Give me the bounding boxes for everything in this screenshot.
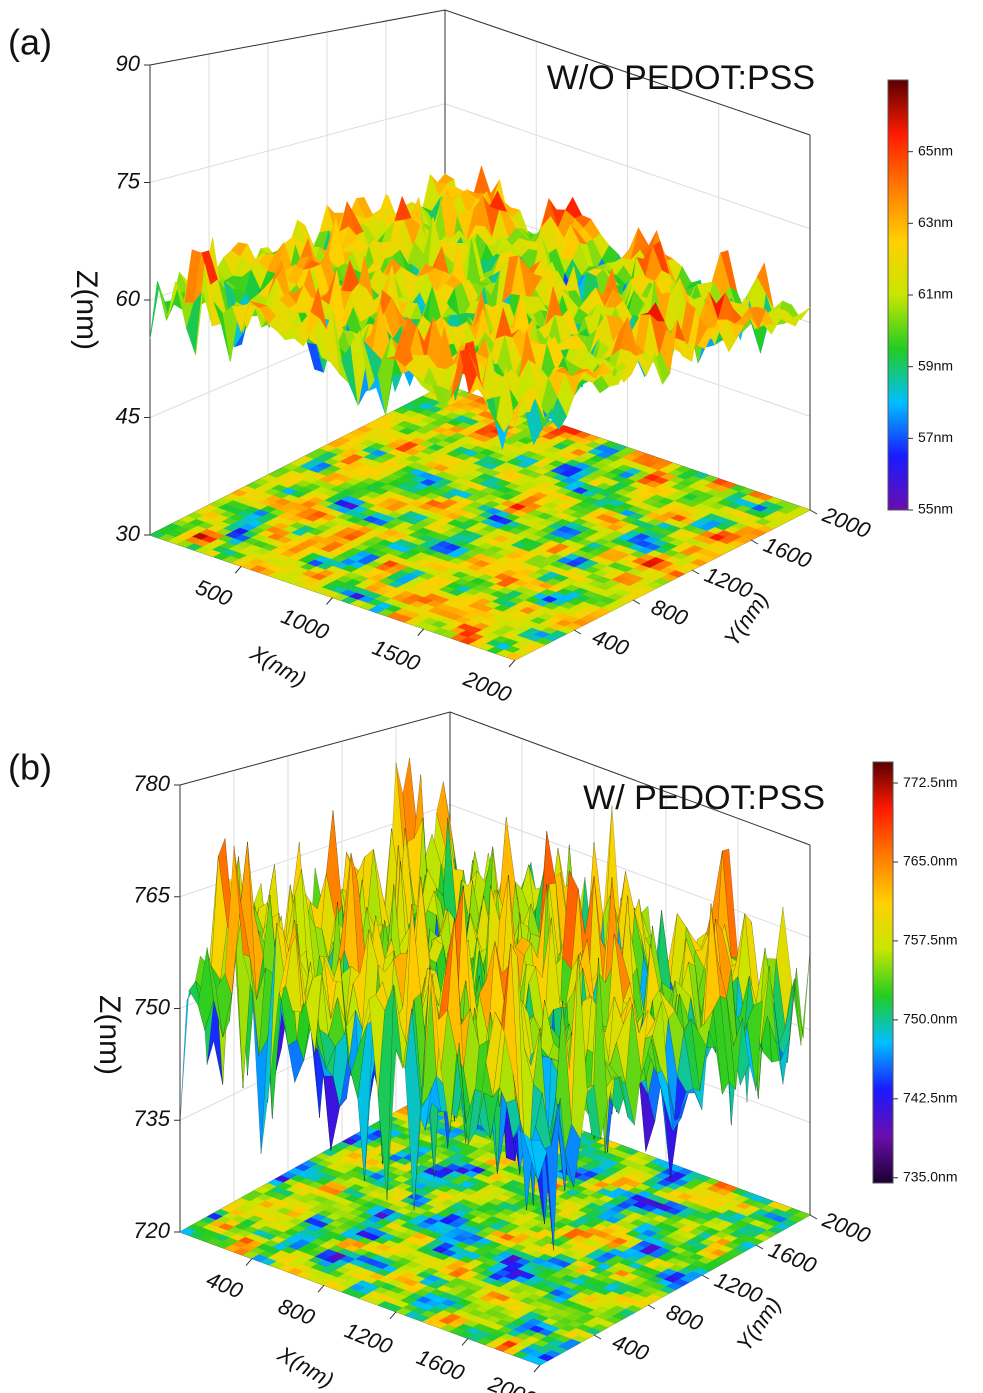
y-tick	[692, 570, 699, 574]
floor-map	[150, 385, 810, 660]
z-tick-label: 75	[116, 168, 141, 193]
y-tick-label: 2000	[818, 501, 874, 543]
colorbar-tick-label: 61nm	[918, 286, 953, 302]
annotation: W/O PEDOT:PSS	[547, 59, 815, 97]
y-tick	[574, 630, 581, 634]
colorbar-tick-label: 59nm	[918, 357, 953, 373]
x-tick-label: 500	[192, 574, 236, 611]
surface-panel: 3045607590500100015002000400800120016002…	[8, 10, 953, 707]
z-tick-label: 60	[116, 286, 141, 311]
y-tick-label: 1600	[760, 532, 815, 574]
x-tick	[418, 629, 424, 636]
x-tick	[327, 598, 333, 605]
surface-cell	[474, 166, 491, 194]
surface-cell	[150, 281, 167, 339]
y-tick-label: 400	[589, 624, 633, 661]
x-tick	[235, 566, 241, 573]
z-tick-label: 45	[116, 403, 141, 428]
colorbar-tick-label: 65nm	[918, 142, 953, 158]
y-tick	[751, 540, 758, 544]
x-tick-label: 1000	[278, 603, 333, 645]
y-tick	[633, 600, 640, 604]
x-tick	[509, 660, 515, 667]
x-tick-label: 2000	[459, 665, 515, 707]
surface-panel: 7207357507657804008001200160020004008001…	[8, 712, 957, 1393]
colorbar-tick-label: 55nm	[918, 501, 953, 517]
colorbar-tick-label: 57nm	[918, 429, 953, 445]
y-tick	[810, 510, 817, 514]
y-tick-label: 800	[648, 594, 692, 631]
panel-label: (a)	[8, 22, 52, 63]
x-tick-label: 1500	[369, 634, 424, 676]
x-axis-title: X(nm)	[245, 640, 310, 692]
z-tick-label: 30	[116, 521, 141, 546]
z-axis-title: Z(nm)	[70, 270, 103, 350]
colorbar-tick-label: 63nm	[918, 214, 953, 230]
z-tick-label: 90	[116, 51, 141, 76]
colorbar	[888, 80, 908, 510]
y-axis-title: Y(nm)	[719, 587, 774, 650]
